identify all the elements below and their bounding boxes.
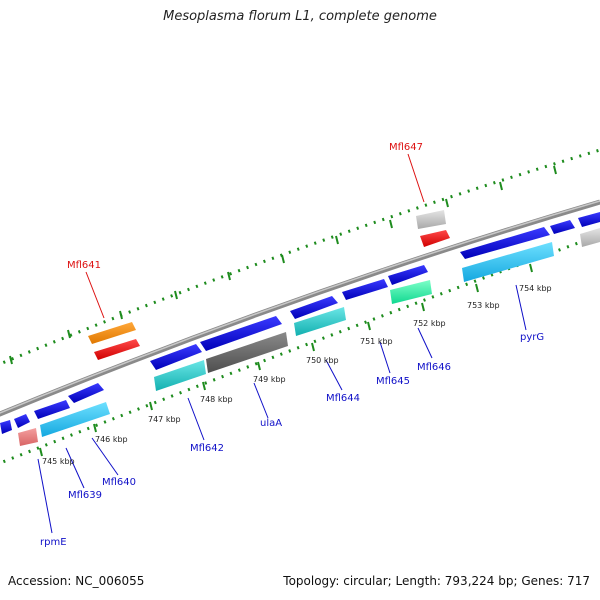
gene-arrow [0, 420, 12, 434]
forward-genes [0, 210, 600, 434]
reverse-genes [18, 228, 600, 446]
accession-label: Accession: NC_006055 [8, 574, 145, 588]
leader-lines [37, 153, 527, 534]
kbp-label: 753 kbp [467, 301, 500, 310]
gene-label-mfl645: Mfl645 [376, 376, 410, 387]
kbp-label: 750 kbp [306, 356, 339, 365]
kbp-label: 752 kbp [413, 319, 446, 328]
gene-arrow [18, 428, 38, 446]
inner-major-ticks [39, 263, 533, 457]
kbp-label: 745 kbp [42, 457, 75, 466]
kbp-label: 746 kbp [95, 435, 128, 444]
kbp-label: 747 kbp [148, 415, 181, 424]
gene-arrow [342, 279, 388, 300]
outer-tick-track [0, 148, 600, 366]
kbp-label: 748 kbp [200, 395, 233, 404]
gene-arrow [290, 296, 338, 319]
gene-label-mfl644: Mfl644 [326, 393, 360, 404]
inner-tick-track [0, 233, 600, 465]
kbp-label: 751 kbp [360, 337, 393, 346]
gene-arrow [294, 307, 346, 336]
gene-arrow [34, 400, 70, 419]
gene-arrow [154, 360, 206, 391]
gene-arrow [578, 212, 600, 227]
gene-arrow [580, 228, 600, 247]
kbp-label: 749 kbp [253, 375, 286, 384]
gene-arrow [40, 402, 110, 437]
gene-arrow [200, 316, 282, 351]
gene-arrow-mfl641b [94, 339, 140, 360]
gene-arrow [14, 414, 30, 428]
kbp-label: 754 kbp [519, 284, 552, 293]
gene-arrow [150, 344, 202, 370]
gene-label-mfl641: Mfl641 [67, 260, 101, 271]
map-title: Mesoplasma florum L1, complete genome [163, 9, 437, 24]
gene-arrow [206, 332, 288, 373]
gene-arrow [460, 227, 550, 259]
gene-label-rpmE: rpmE [40, 537, 67, 548]
gene-arrow [390, 280, 432, 304]
gene-label-mfl647: Mfl647 [389, 142, 423, 153]
genome-summary: Topology: circular; Length: 793,224 bp; … [283, 574, 590, 588]
gene-label-mfl642: Mfl642 [190, 443, 224, 454]
gene-label-mfl639: Mfl639 [68, 490, 102, 501]
gene-label-mfl646: Mfl646 [417, 362, 451, 373]
gene-labels: rpmE Mfl639 Mfl640 Mfl642 ulaA Mfl644 Mf… [40, 142, 544, 548]
gene-arrow-mfl647b [420, 230, 450, 247]
gene-arrow [68, 383, 104, 403]
gene-arrow [462, 242, 554, 282]
gene-label-mfl640: Mfl640 [102, 477, 136, 488]
gene-arrow [388, 265, 428, 285]
genome-backbone [0, 199, 600, 417]
gene-label-pyrG: pyrG [520, 332, 544, 343]
gene-arrow [550, 220, 575, 234]
gene-arrow-mfl647 [416, 210, 446, 229]
kbp-labels: 745 kbp 746 kbp 747 kbp 748 kbp 749 kbp … [42, 284, 552, 466]
gene-label-ulaA: ulaA [260, 418, 282, 429]
outer-major-ticks [9, 165, 557, 365]
gene-arrow-mfl641 [88, 322, 136, 344]
